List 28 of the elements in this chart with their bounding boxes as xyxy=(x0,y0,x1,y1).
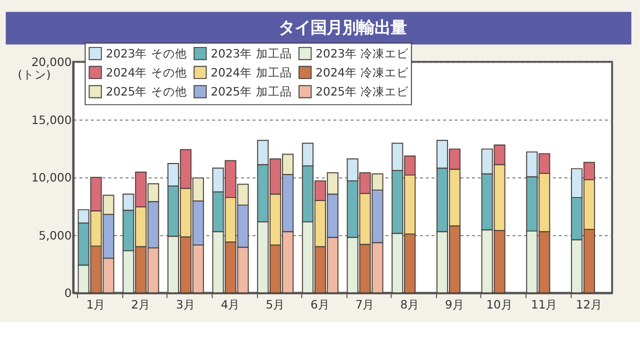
x-tick-label: 3月 xyxy=(176,298,196,312)
legend-label: 2024年 加工品 xyxy=(210,65,292,80)
legend-label: 2025年 冷凍エビ xyxy=(316,84,410,99)
x-tick-label: 11月 xyxy=(531,298,558,312)
legend-label: 2023年 冷凍エビ xyxy=(316,46,410,60)
legend-label: 2025年 その他 xyxy=(106,84,187,99)
chart-title: タイ国月別輸出量 xyxy=(278,18,407,37)
y-tick-label: 20,000 xyxy=(31,55,72,70)
x-tick-label: 4月 xyxy=(220,298,240,312)
x-tick-label: 9月 xyxy=(445,298,464,312)
x-tick-label: 2月 xyxy=(131,298,151,312)
y-tick-label: 5,000 xyxy=(38,228,72,242)
legend-label: 2023年 その他 xyxy=(106,46,187,60)
x-tick-label: 6月 xyxy=(310,298,330,312)
x-tick-label: 8月 xyxy=(400,298,420,312)
y-tick-label: 15,000 xyxy=(31,112,72,127)
legend-label: 2024年 その他 xyxy=(106,65,187,80)
x-tick-label: 12月 xyxy=(576,298,603,312)
legend-label: 2024年 冷凍エビ xyxy=(316,65,410,80)
y-axis-title: (トン) xyxy=(18,68,51,82)
y-tick-label: 10,000 xyxy=(31,170,72,185)
x-tick-label: 1月 xyxy=(86,298,106,312)
x-tick-label: 5月 xyxy=(266,298,286,312)
y-tick-label: 0 xyxy=(64,286,72,300)
x-tick-label: 7月 xyxy=(355,298,375,312)
legend-label: 2025年 加工品 xyxy=(210,84,292,99)
legend-label: 2023年 加工品 xyxy=(210,46,292,60)
x-tick-label: 10月 xyxy=(486,298,513,312)
